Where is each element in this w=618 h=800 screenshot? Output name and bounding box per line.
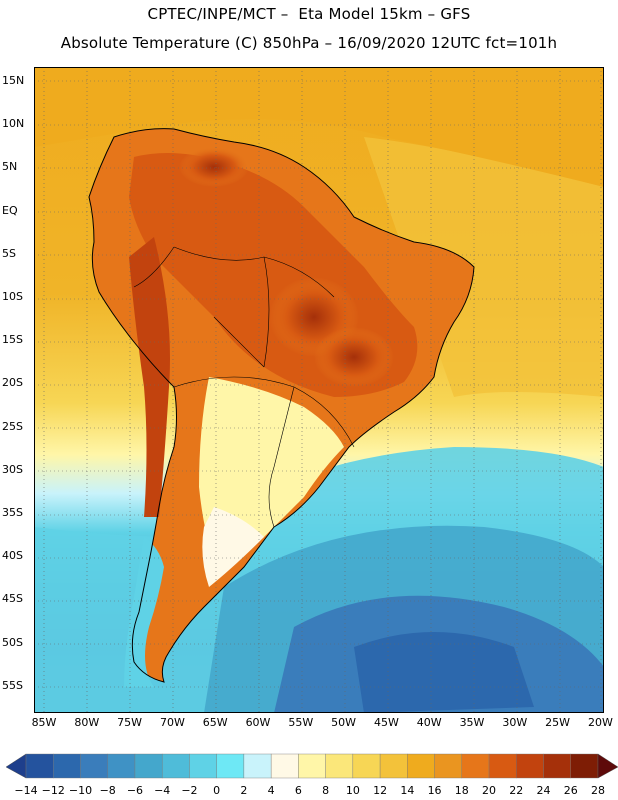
lon-label: 65W — [202, 716, 228, 729]
title-line-2: Absolute Temperature (C) 850hPa – 16/09/… — [60, 34, 558, 52]
colorbar-tick-label: −14 — [14, 784, 38, 797]
lat-label: 50S — [2, 635, 23, 649]
lon-label: 45W — [373, 716, 399, 729]
colorbar-high-arrow — [597, 753, 618, 779]
colorbar-tick-label: −6 — [126, 784, 144, 797]
lat-label: 15S — [2, 333, 23, 347]
colorbar-swatch — [407, 753, 435, 779]
colorbar-swatch — [570, 753, 599, 779]
colorbar-swatch — [488, 753, 517, 779]
colorbar-swatch — [25, 753, 54, 779]
country-borders — [133, 246, 355, 528]
lat-label: 5S — [2, 246, 16, 260]
colorbar-tick-label: 12 — [373, 784, 388, 797]
colorbar-tick-label: 28 — [591, 784, 605, 797]
lat-label: 15N — [2, 74, 25, 87]
colorbar-tick-label: 26 — [563, 784, 578, 797]
colorbar-tick-label: −8 — [99, 784, 116, 797]
lon-label: 80W — [74, 716, 100, 729]
colorbar-swatch — [325, 753, 354, 779]
title-line-1: CPTEC/INPE/MCT – Eta Model 15km – GFS — [147, 5, 471, 23]
colorbar-tick-label: 8 — [322, 784, 330, 797]
lat-label: 35S — [2, 506, 23, 519]
lat-label: 5N — [2, 160, 18, 174]
colorbar-tick-label: 14 — [400, 784, 415, 797]
lon-label: 30W — [502, 716, 528, 729]
colorbar-swatch — [434, 753, 463, 779]
colorbar-swatch — [80, 753, 108, 779]
map-canvas — [34, 67, 604, 713]
lon-label: 85W — [31, 716, 57, 729]
lat-label: 10S — [2, 290, 23, 303]
colorbar-swatch — [352, 753, 381, 779]
colorbar-swatch — [379, 753, 408, 779]
colorbar-tick-label: 24 — [536, 784, 551, 797]
lon-label: 35W — [459, 716, 485, 729]
lon-label: 70W — [159, 716, 185, 729]
temperature-map — [34, 67, 604, 713]
lon-label: 55W — [288, 716, 314, 729]
colorbar-tick-label: −2 — [181, 784, 198, 797]
colorbar-tick-label: −10 — [68, 784, 93, 797]
colorbar-swatch — [516, 753, 544, 779]
graticule — [34, 67, 604, 713]
colorbar-tick-label: 16 — [427, 784, 442, 797]
colorbar-swatch — [461, 753, 490, 779]
lon-label: 75W — [117, 716, 143, 729]
lat-label: EQ — [2, 203, 18, 217]
lat-label: 20S — [2, 376, 23, 390]
colorbar-tick-label: 18 — [454, 784, 469, 797]
lon-label: 20W — [587, 716, 613, 729]
colorbar-swatch — [298, 753, 326, 779]
lat-label: 30S — [2, 462, 23, 476]
colorbar-tick-label: 22 — [509, 784, 524, 797]
colorbar-tick-label: 0 — [213, 784, 221, 797]
colorbar-tick-label: −4 — [154, 784, 171, 797]
coastline — [88, 128, 475, 683]
colorbar-swatch — [243, 753, 272, 779]
colorbar-tick-label: 6 — [294, 784, 302, 797]
lat-label: 25S — [2, 419, 23, 433]
lat-label: 45S — [2, 592, 23, 606]
colorbar-tick-label: −12 — [41, 784, 65, 797]
colorbar — [6, 753, 618, 779]
colorbar-low-arrow — [6, 753, 27, 779]
lon-label: 60W — [245, 716, 271, 729]
lon-label: 50W — [331, 716, 357, 729]
lon-label: 25W — [545, 716, 571, 729]
colorbar-swatch — [216, 753, 245, 779]
colorbar-tick-label: 2 — [240, 784, 248, 797]
colorbar-swatch — [53, 753, 81, 779]
colorbar-swatch — [107, 753, 136, 779]
lon-label: 40W — [416, 716, 442, 729]
lat-label: 40S — [2, 549, 23, 563]
colorbar-tick-label: 4 — [267, 784, 275, 797]
colorbar-tick-label: 20 — [482, 784, 497, 797]
lat-label: 10N — [2, 117, 25, 131]
colorbar-swatch — [134, 753, 163, 779]
colorbar-swatch — [189, 753, 217, 779]
colorbar-swatch — [270, 753, 299, 779]
colorbar-swatch — [161, 753, 190, 779]
lat-label: 55S — [2, 678, 23, 692]
colorbar-swatch — [543, 753, 571, 779]
colorbar-tick-label: 10 — [345, 784, 360, 797]
